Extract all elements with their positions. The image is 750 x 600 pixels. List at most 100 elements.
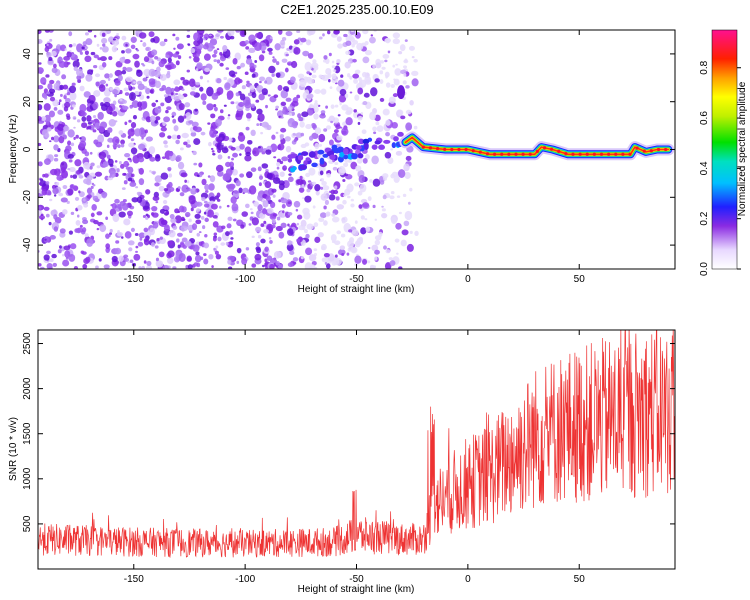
- spectrogram-blob: [252, 92, 257, 98]
- spectrogram-blob: [346, 107, 352, 114]
- spectrogram-blob: [100, 47, 103, 50]
- spectrogram-blob: [347, 253, 350, 256]
- spectrogram-blob: [403, 163, 409, 171]
- spectrogram-blob: [41, 218, 43, 221]
- spectrogram-blob: [112, 256, 118, 262]
- spectrogram-blob: [198, 162, 202, 167]
- spectrogram-blob: [139, 92, 142, 95]
- colorbar: [712, 30, 737, 269]
- spectrogram-blob: [42, 174, 45, 178]
- spectrogram-blob: [294, 201, 301, 208]
- spectrogram-blob: [54, 107, 58, 111]
- spectrogram-blob: [340, 74, 343, 78]
- spectrogram-blob: [61, 167, 66, 173]
- spectrogram-blob: [402, 229, 409, 235]
- spectrogram-blob: [348, 160, 352, 163]
- spectrogram-blob: [251, 104, 255, 108]
- spectrogram-blob: [121, 236, 124, 239]
- spectrogram-blob: [288, 212, 293, 216]
- spectrogram-blob: [178, 95, 184, 100]
- spectrogram-blob: [280, 116, 283, 119]
- spectrogram-blob: [69, 44, 73, 48]
- spectrogram-blob: [333, 167, 338, 171]
- spectrogram-blob: [291, 101, 298, 107]
- spectrogram-blob: [54, 83, 60, 91]
- spectrogram-blob: [299, 187, 305, 192]
- spectrogram-blob: [256, 248, 261, 254]
- spectrogram-blob: [207, 122, 210, 124]
- spectrogram-blob: [405, 85, 409, 88]
- spectrogram-blob: [99, 224, 106, 232]
- spectrogram-blob: [262, 163, 269, 168]
- spectrogram-blob: [146, 261, 151, 266]
- spectrogram-blob: [405, 122, 412, 130]
- spectrogram-blob: [128, 142, 135, 147]
- spectrogram-blob: [135, 233, 139, 236]
- spectrogram-blob: [93, 184, 95, 186]
- spectrogram-blob: [206, 103, 213, 109]
- spectrogram-blob: [345, 174, 348, 177]
- spectrogram-blob: [227, 117, 230, 120]
- spectrogram-blob: [69, 231, 73, 235]
- spectrogram-blob: [355, 165, 361, 171]
- signal-track-peak: [550, 148, 553, 151]
- spectrogram-blob: [314, 89, 321, 94]
- spectrogram-blob: [210, 201, 214, 204]
- spectrogram-blob: [163, 200, 167, 204]
- spectrogram-blob: [307, 78, 314, 84]
- spectrogram-blob: [322, 185, 329, 190]
- spectrogram-blob: [167, 135, 171, 139]
- spectrogram-blob: [44, 103, 51, 111]
- signal-track-peak: [522, 153, 525, 156]
- spectrogram-blob: [314, 237, 320, 243]
- spectrogram-blob: [251, 263, 256, 267]
- spectrogram-blob: [380, 98, 384, 102]
- spectrogram-blob: [323, 128, 327, 132]
- spectrogram-blob: [268, 94, 271, 96]
- spectrogram-blob: [46, 44, 48, 46]
- spectrogram-blob: [359, 81, 362, 84]
- spectrogram-blob: [204, 201, 208, 204]
- spectrogram-blob: [238, 102, 244, 107]
- signal-track-peak: [564, 152, 567, 155]
- spectrogram-blob: [369, 112, 376, 120]
- spectrogram-blob: [281, 156, 288, 161]
- spectrogram-blob: [397, 195, 400, 198]
- spectrogram-blob: [215, 251, 219, 255]
- spectrogram-blob: [413, 59, 417, 63]
- spectrogram-blob: [320, 212, 327, 218]
- spectrogram-blob: [265, 149, 271, 154]
- spectrogram-blob: [236, 261, 239, 264]
- spectrogram-blob: [164, 39, 167, 42]
- spectrogram-blob-bright: [301, 151, 308, 156]
- spectrogram-blob: [362, 259, 367, 265]
- spectrogram-blob: [187, 187, 191, 191]
- spectrogram-blob: [350, 92, 353, 94]
- spectrogram-blob: [314, 248, 318, 251]
- colorbar-tick-label: 0.4: [699, 161, 710, 175]
- spectrogram-blob: [105, 233, 110, 239]
- spectrogram-blob: [230, 196, 236, 203]
- spectrogram-blob: [168, 182, 173, 188]
- spectrogram-blob: [400, 115, 405, 119]
- spectrogram-blob: [69, 254, 76, 262]
- spectrogram-blob: [203, 259, 208, 265]
- spectrogram-blob: [391, 191, 395, 194]
- spectrogram-blob: [187, 70, 190, 73]
- spectrogram-blob: [65, 48, 67, 51]
- spectrogram-blob: [360, 227, 366, 234]
- spectrogram-blob: [146, 136, 153, 141]
- spectrogram-blob: [108, 158, 111, 160]
- spectrogram-blob: [93, 196, 99, 201]
- spectrogram-blob: [371, 155, 379, 164]
- spectrogram-blob: [350, 247, 357, 254]
- spectrogram-blob: [73, 43, 76, 47]
- spectrogram-blob: [128, 120, 131, 123]
- spectrogram-blob: [167, 250, 174, 257]
- spectrogram-blob: [352, 59, 357, 63]
- spectrogram-blob: [180, 192, 185, 196]
- spectrogram-blob: [109, 87, 113, 91]
- spectrogram-blob: [391, 217, 397, 224]
- spectrogram-blob: [107, 127, 112, 133]
- snr-xtick-label: 50: [574, 574, 586, 585]
